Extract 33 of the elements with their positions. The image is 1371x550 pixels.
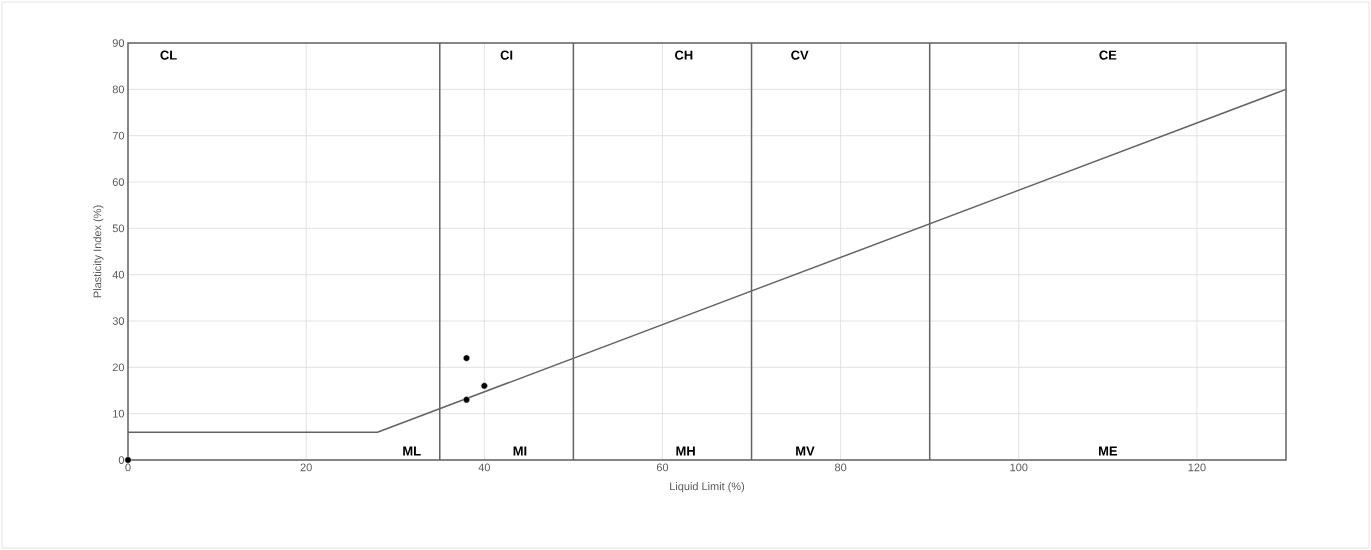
y-tick-label: 10: [113, 409, 125, 418]
x-axis-title: Liquid Limit (%): [670, 482, 745, 493]
annotation: MH: [676, 446, 695, 456]
y-tick-label: 20: [112, 363, 125, 372]
point: [463, 354, 470, 362]
y-tick-label: 0: [118, 456, 125, 464]
annotation: MV: [796, 446, 815, 456]
x-tick-label: 120: [1188, 463, 1206, 472]
point: [480, 382, 488, 390]
annotation: CI: [500, 50, 513, 60]
x-tick-label: 100: [1010, 463, 1028, 472]
x-tick-label: 80: [834, 463, 847, 472]
y-tick-label: 30: [112, 317, 125, 325]
annotation: ME: [1099, 446, 1118, 456]
annotation: CV: [791, 50, 809, 60]
y-tick-label: 80: [112, 85, 125, 94]
point: [463, 396, 470, 404]
annotation: CH: [675, 50, 693, 60]
x-tick-label: 0: [125, 463, 131, 472]
x-tick-label: 20: [300, 463, 312, 472]
annotation: CE: [1099, 50, 1117, 60]
y-axis-title: Plasticity Index (%): [93, 205, 104, 298]
annotation: MI: [513, 446, 527, 456]
annotation: ML: [403, 446, 421, 456]
annotation: CL: [160, 50, 177, 60]
y-tick-label: 50: [112, 224, 125, 233]
y-tick-label: 90: [112, 39, 125, 47]
y-tick-label: 70: [112, 131, 125, 140]
x-tick-label: 40: [478, 463, 490, 472]
y-tick-label: 40: [112, 270, 125, 279]
point: [124, 456, 132, 464]
x-tick-label: 60: [656, 463, 669, 472]
y-tick-label: 60: [112, 178, 125, 186]
